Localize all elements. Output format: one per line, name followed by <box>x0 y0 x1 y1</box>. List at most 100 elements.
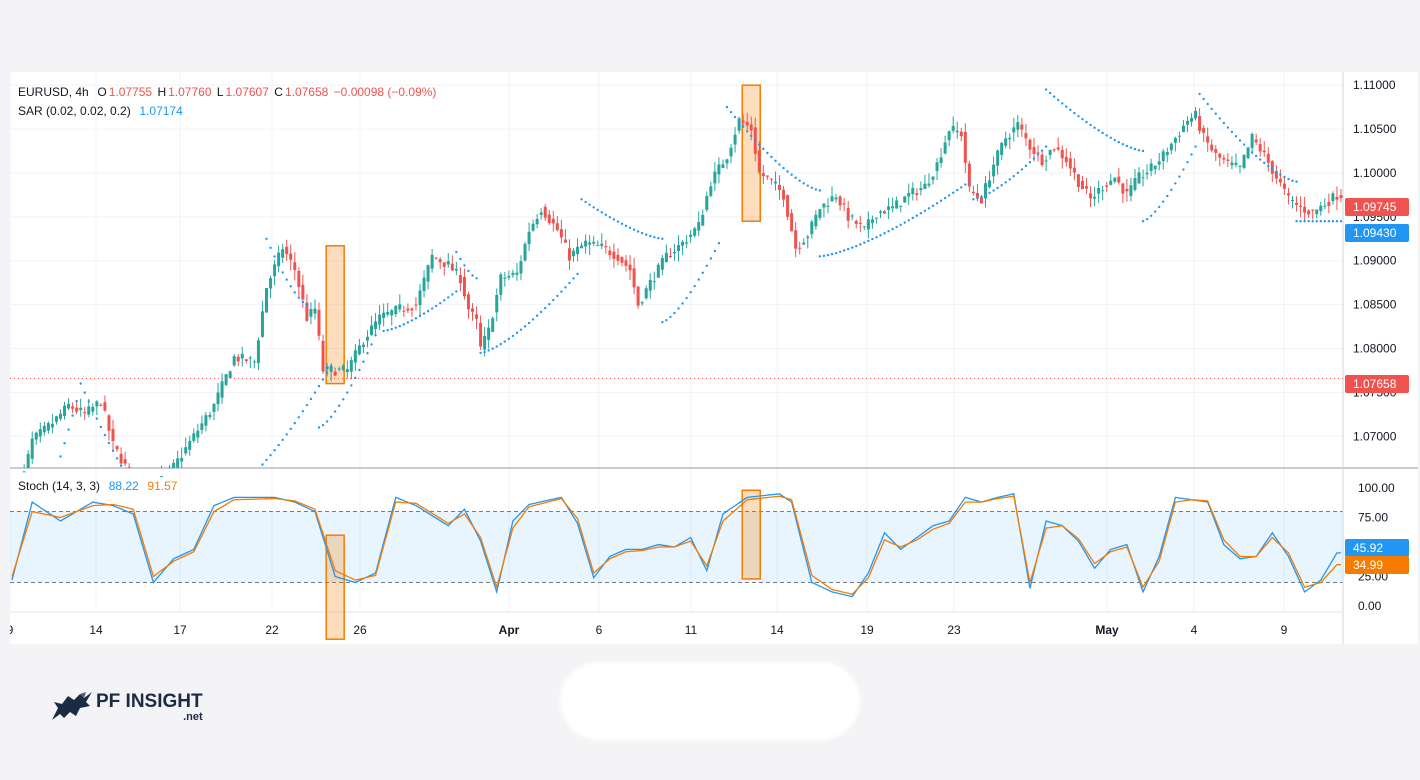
sar-dot <box>758 143 761 146</box>
candle-up <box>1230 162 1234 166</box>
candle-up <box>576 246 580 255</box>
x-tick-label: 19 <box>860 623 874 637</box>
sar-dot <box>374 334 377 337</box>
candle-down <box>285 246 289 255</box>
sar-dot <box>1012 174 1015 178</box>
stoch-band <box>10 511 1343 583</box>
stoch-k-tag: 45.92 <box>1345 539 1409 557</box>
candle-down <box>119 453 123 464</box>
sar-dot <box>95 417 99 420</box>
sar-dot <box>75 399 78 403</box>
candle-up <box>652 281 656 283</box>
candle-down <box>297 270 301 288</box>
candle-down <box>975 193 979 198</box>
x-tick-label: Apr <box>499 623 520 637</box>
sar-dot <box>661 320 664 324</box>
sar-dot <box>1295 220 1298 223</box>
candle-up <box>571 250 575 257</box>
sar-dot <box>1153 210 1157 213</box>
stoch-legend[interactable]: Stoch (14, 3, 3) 88.22 91.57 <box>18 479 179 493</box>
candle-down <box>616 254 620 261</box>
candle-up <box>418 290 422 306</box>
sar-dot <box>1133 147 1137 151</box>
sar-dot <box>1141 220 1145 223</box>
sar-dot <box>1069 108 1072 112</box>
symbol-label[interactable]: EURUSD, 4h <box>18 85 89 99</box>
candle-down <box>854 220 858 224</box>
candle-up <box>1048 149 1052 155</box>
candle-up <box>1173 137 1177 143</box>
candle-down <box>305 302 309 321</box>
sar-dot <box>305 303 309 306</box>
candle-down <box>1299 205 1303 208</box>
candle-down <box>1032 147 1036 154</box>
sar-dot <box>911 216 915 220</box>
candle-down <box>1303 206 1307 213</box>
sar-dot <box>1129 146 1133 149</box>
sar-dot <box>1299 220 1302 223</box>
sar-dot <box>119 464 123 467</box>
candle-down <box>1339 195 1343 199</box>
sar-dot <box>1311 220 1314 223</box>
candle-up <box>1004 138 1008 146</box>
candle-down <box>479 322 483 347</box>
candle-up <box>325 366 329 370</box>
candle-down <box>123 459 127 464</box>
candle-down <box>317 309 321 336</box>
sar-dot <box>1061 102 1064 105</box>
candle-down <box>563 239 567 243</box>
sar-dot <box>992 189 995 192</box>
candle-down <box>1295 203 1299 205</box>
chart-canvas[interactable]: 1.110001.105001.100001.095001.090001.085… <box>10 72 1418 644</box>
sar-dot <box>552 298 555 302</box>
stoch-d-value: 91.57 <box>147 479 178 493</box>
candle-up <box>672 251 676 254</box>
candle-up <box>664 252 668 263</box>
candle-up <box>729 147 733 157</box>
candle-up <box>349 360 353 372</box>
candle-down <box>1210 144 1214 151</box>
sar-dot <box>285 278 288 281</box>
sar-dot <box>907 219 910 222</box>
sar-dot <box>434 304 438 308</box>
x-tick-label: 14 <box>770 623 784 637</box>
sar-dot <box>1141 149 1145 153</box>
candle-up <box>281 249 285 258</box>
sar-dot <box>657 236 660 240</box>
candle-down <box>1266 153 1270 163</box>
candle-down <box>71 406 75 409</box>
sar-dot <box>685 296 688 300</box>
sar-dot <box>984 193 987 197</box>
candle-up <box>648 279 652 291</box>
chart-area[interactable]: 1.11000 1.10500 1.10000 1.09500 1.09000 1.085… <box>10 72 1418 644</box>
sar-dot <box>879 234 882 237</box>
candle-down <box>1064 156 1068 163</box>
candle-up <box>834 197 838 200</box>
stoch-tick-label: 0.00 <box>1358 599 1382 613</box>
sar-dot <box>1327 220 1331 223</box>
sar-legend[interactable]: SAR (0.02, 0.02, 0.2) 1.07174 <box>18 104 185 118</box>
sar-dot <box>1174 182 1177 185</box>
sar-dot <box>382 329 385 333</box>
stoch-d-tag: 34.99 <box>1345 556 1409 574</box>
candle-up <box>313 308 317 314</box>
sar-dot <box>1271 167 1274 171</box>
sar-dot <box>1040 149 1044 152</box>
candle-up <box>826 205 830 207</box>
candle-up <box>1323 205 1327 207</box>
candle-up <box>640 302 644 304</box>
sar-dot <box>1077 114 1080 118</box>
sar-dot <box>745 130 749 133</box>
sar-dot <box>681 302 684 305</box>
x-tick-label: 26 <box>353 623 367 637</box>
y-tick-label: 1.08500 <box>1353 298 1397 312</box>
sar-dot <box>1008 178 1011 181</box>
sar-dot <box>406 321 410 324</box>
candle-down <box>471 308 475 312</box>
candle-up <box>159 476 163 478</box>
candle-up <box>1331 193 1335 202</box>
candle-up <box>1141 177 1145 179</box>
candle-down <box>1262 150 1266 153</box>
sar-dot <box>891 227 894 231</box>
candle-up <box>931 176 935 180</box>
